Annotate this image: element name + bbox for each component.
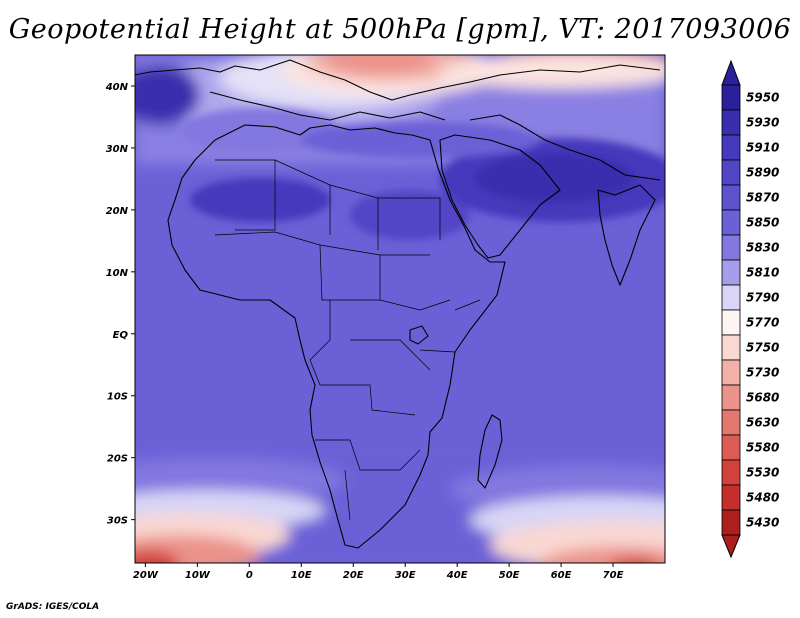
arabia-coastline bbox=[439, 134, 561, 259]
colorbar-swatch bbox=[721, 409, 741, 436]
colorbar-swatch bbox=[721, 459, 741, 486]
lon-tick-label: 60E bbox=[551, 570, 572, 581]
lat-tick-label: 30S bbox=[107, 516, 128, 527]
colorbar-bottom-arrow bbox=[721, 534, 741, 559]
lon-tick-label: 30E bbox=[395, 570, 416, 581]
colorbar-swatch bbox=[721, 159, 741, 186]
coastlines bbox=[135, 59, 661, 549]
colorbar-label: 5810 bbox=[746, 266, 779, 280]
madagascar-coastline bbox=[477, 414, 503, 489]
colorbar-label: 5680 bbox=[746, 391, 779, 405]
colorbar-swatch bbox=[721, 209, 741, 236]
longitude-axis: 20W 10W 0 10E 20E 30E 40E 50E 60E 70E bbox=[133, 563, 624, 581]
persia-coastline bbox=[469, 114, 661, 181]
mediterranean-line bbox=[209, 91, 446, 121]
colorbar-label: 5950 bbox=[746, 91, 779, 105]
grads-credit: GrADS: IGES/COLA bbox=[6, 602, 100, 612]
colorbar-swatch bbox=[721, 434, 741, 461]
colorbar-swatch bbox=[721, 309, 741, 336]
colorbar-label: 5750 bbox=[746, 341, 779, 355]
south-gradient bbox=[135, 440, 665, 563]
colorbar-swatch bbox=[721, 259, 741, 286]
lon-tick-label: 40E bbox=[446, 570, 468, 581]
europe-coastline bbox=[135, 59, 661, 101]
colorbar-swatch bbox=[721, 84, 741, 111]
lat-tick-label: 20S bbox=[107, 454, 128, 465]
lat-tick-label: 20N bbox=[106, 206, 129, 217]
africa-coastline bbox=[167, 124, 506, 549]
plot-frame bbox=[134, 54, 666, 564]
colorbar-swatch bbox=[721, 284, 741, 311]
colorbar-swatch bbox=[721, 184, 741, 211]
map-title: Geopotential Height at 500hPa [gpm], VT:… bbox=[8, 14, 792, 45]
colorbar-label: 5850 bbox=[746, 216, 779, 230]
lat-tick-label: 10N bbox=[106, 268, 129, 279]
lon-tick-label: 0 bbox=[246, 570, 253, 581]
lat-tick-label: 40N bbox=[105, 82, 129, 93]
lon-tick-label: 10W bbox=[185, 570, 211, 581]
colorbar-label: 5910 bbox=[746, 141, 779, 155]
latitude-axis: 40N 30N 20N 10N EQ 10S 20S 30S bbox=[105, 82, 135, 527]
colorbar: 5950 5930 5910 5890 5870 5850 5830 5810 5790 5770… bbox=[721, 59, 779, 559]
lat-tick-label: 10S bbox=[107, 392, 128, 403]
colorbar-label: 5770 bbox=[746, 316, 779, 330]
colorbar-label: 5830 bbox=[746, 241, 779, 255]
india-coastline bbox=[597, 184, 656, 286]
lake-victoria bbox=[409, 325, 429, 345]
colorbar-label: 5930 bbox=[746, 116, 779, 130]
colorbar-label: 5430 bbox=[746, 516, 779, 530]
lon-tick-label: 20E bbox=[343, 570, 364, 581]
colorbar-swatch bbox=[721, 359, 741, 386]
colorbar-label: 5890 bbox=[746, 166, 779, 180]
country-borders bbox=[214, 159, 481, 521]
lon-tick-label: 10E bbox=[291, 570, 312, 581]
lat-tick-label: EQ bbox=[113, 330, 129, 341]
colorbar-label: 5630 bbox=[746, 416, 779, 430]
colorbar-label: 5530 bbox=[746, 466, 779, 480]
colorbar-swatch bbox=[721, 334, 741, 361]
lat-tick-label: 30N bbox=[106, 144, 129, 155]
colorbar-swatch bbox=[721, 384, 741, 411]
lon-tick-label: 50E bbox=[499, 570, 520, 581]
colorbar-label: 5730 bbox=[746, 366, 779, 380]
colorbar-swatch bbox=[721, 509, 741, 536]
colorbar-swatch bbox=[721, 134, 741, 161]
colorbar-label: 5870 bbox=[746, 191, 779, 205]
colorbar-swatch bbox=[721, 234, 741, 261]
lon-tick-label: 20W bbox=[133, 570, 159, 581]
colorbar-label: 5580 bbox=[746, 441, 779, 455]
colorbar-label: 5790 bbox=[746, 291, 779, 305]
colorbar-top-arrow bbox=[721, 59, 741, 86]
height-field bbox=[135, 55, 665, 563]
colorbar-swatch bbox=[721, 109, 741, 136]
colorbar-label: 5480 bbox=[746, 491, 779, 505]
lon-tick-label: 70E bbox=[603, 570, 624, 581]
colorbar-swatch bbox=[721, 484, 741, 511]
